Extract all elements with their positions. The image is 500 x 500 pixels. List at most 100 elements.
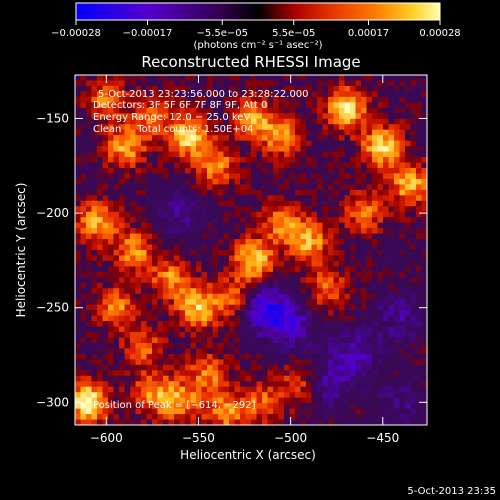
heatmap-cell (300, 408, 307, 415)
heatmap-cell (355, 304, 362, 311)
heatmap-cell (130, 381, 137, 388)
heatmap-cell (218, 135, 225, 142)
heatmap-cell (212, 124, 219, 131)
heatmap-cell (108, 315, 115, 322)
heatmap-cell (119, 266, 126, 273)
heatmap-cell (196, 386, 203, 393)
heatmap-cell (256, 140, 263, 147)
heatmap-cell (306, 206, 313, 213)
heatmap-cell (377, 129, 384, 136)
heatmap-cell (405, 167, 412, 175)
heatmap-cell (201, 75, 208, 82)
heatmap-cell (399, 282, 406, 289)
heatmap-cell (295, 408, 302, 415)
heatmap-cell (317, 255, 324, 262)
heatmap-cell (355, 157, 362, 164)
heatmap-cell (262, 408, 269, 415)
heatmap-cell (113, 414, 120, 421)
heatmap-cell (328, 392, 335, 399)
heatmap-cell (339, 146, 346, 153)
heatmap-cell (344, 228, 351, 235)
heatmap-cell (267, 178, 274, 185)
heatmap-cell (119, 91, 126, 98)
heatmap-cell (240, 178, 247, 185)
heatmap-cell (174, 96, 181, 103)
heatmap-cell (97, 381, 104, 388)
heatmap-cell (322, 255, 329, 262)
heatmap-cell (174, 332, 181, 339)
heatmap-cell (289, 85, 296, 93)
heatmap-cell (179, 140, 186, 147)
heatmap-cell (262, 348, 269, 355)
heatmap-cell (212, 167, 219, 175)
heatmap-cell (311, 392, 318, 399)
heatmap-cell (322, 403, 329, 410)
heatmap-cell (91, 359, 98, 366)
heatmap-cell (339, 288, 346, 295)
heatmap-cell (372, 189, 379, 196)
heatmap-cell (234, 228, 241, 235)
heatmap-cell (130, 91, 137, 98)
heatmap-cell (251, 195, 258, 202)
heatmap-cell (212, 315, 219, 322)
heatmap-cell (119, 200, 126, 207)
heatmap-cell (300, 364, 307, 371)
heatmap-cell (163, 195, 170, 202)
heatmap-cell (311, 408, 318, 415)
heatmap-cell (201, 392, 208, 399)
heatmap-cell (416, 321, 423, 328)
heatmap-cell (278, 353, 285, 360)
heatmap-cell (416, 228, 423, 235)
heatmap-cell (75, 288, 82, 295)
heatmap-cell (251, 397, 258, 404)
heatmap-cell (174, 337, 181, 344)
heatmap-cell (262, 135, 269, 142)
heatmap-cell (141, 124, 148, 131)
heatmap-cell (394, 386, 401, 393)
heatmap-cell (212, 96, 219, 103)
heatmap-cell (75, 419, 82, 425)
heatmap-cell (306, 364, 313, 371)
heatmap-cell (223, 140, 230, 147)
heatmap-cell (355, 271, 362, 278)
heatmap-cell (394, 113, 401, 120)
heatmap-cell (212, 178, 219, 185)
annotation-time-range: 5-Oct-2013 23:23:56.000 to 23:28:22.000 (98, 89, 309, 100)
heatmap-cell (311, 129, 318, 136)
heatmap-cell (273, 113, 280, 120)
heatmap-cell (97, 255, 104, 262)
heatmap-cell (383, 299, 390, 306)
heatmap-cell (119, 140, 126, 147)
heatmap-cell (377, 288, 384, 295)
heatmap-cell (366, 304, 373, 311)
heatmap-cell (229, 211, 236, 218)
heatmap-cell (295, 140, 302, 147)
heatmap-cell (157, 250, 164, 257)
heatmap-cell (333, 326, 340, 333)
heatmap-cell (322, 195, 329, 202)
heatmap-cell (256, 370, 263, 377)
heatmap-cell (146, 250, 153, 257)
heatmap-cell (212, 419, 219, 425)
heatmap-cell (218, 107, 225, 114)
heatmap-cell (119, 321, 126, 328)
heatmap-cell (295, 85, 302, 93)
heatmap-cell (322, 91, 329, 98)
heatmap-cell (190, 419, 197, 425)
heatmap-cell (366, 178, 373, 185)
heatmap-cell (339, 392, 346, 399)
heatmap-cell (284, 80, 291, 87)
heatmap-cell (361, 195, 368, 202)
heatmap-cell (284, 135, 291, 142)
colorbar: −0.00028 −0.00017 −5.5e−05 5.5e−05 0.00017 0.… (51, 2, 461, 51)
heatmap-cell (97, 271, 104, 278)
heatmap-cell (245, 321, 252, 328)
heatmap-cell (267, 211, 274, 218)
heatmap-cell (119, 288, 126, 295)
heatmap-cell (300, 353, 307, 360)
heatmap-cell (416, 107, 423, 114)
heatmap-cell (405, 239, 412, 246)
heatmap-cell (339, 140, 346, 147)
heatmap-cell (75, 321, 82, 328)
heatmap-cell (421, 244, 427, 251)
